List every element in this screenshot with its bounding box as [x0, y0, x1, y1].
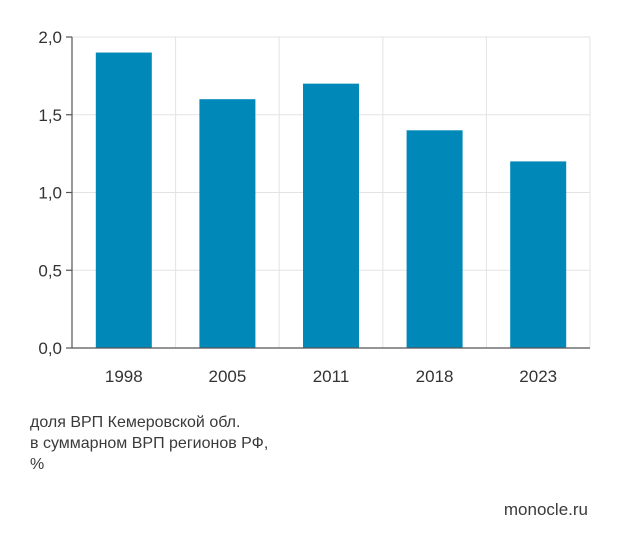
x-tick-label: 2011 [313, 367, 350, 386]
bar [95, 52, 152, 349]
x-tick-label: 2023 [519, 367, 557, 386]
x-tick-label: 2005 [208, 367, 246, 386]
caption-line-1: доля ВРП Кемеровской обл. [30, 414, 241, 431]
x-tick-label: 2018 [416, 367, 454, 386]
y-tick-labels: 0,0 0,5 1,0 1,5 2,0 [38, 28, 62, 358]
source-label: monocle.ru [503, 500, 588, 519]
bar [303, 83, 359, 349]
caption-line-3: % [30, 456, 45, 473]
y-tick-label: 0,0 [38, 339, 62, 358]
y-tick-label: 1,5 [38, 106, 62, 125]
bars [95, 52, 567, 349]
y-tick-label: 2,0 [38, 28, 62, 47]
y-tick-label: 1,0 [38, 184, 62, 203]
axes [66, 36, 590, 349]
bar-chart: 0,0 0,5 1,0 1,5 2,0 1998 2005 2011 2018 2023 [38, 28, 591, 386]
caption-line-2: в суммарном ВРП регионов РФ, [30, 435, 269, 452]
bar [510, 161, 567, 348]
y-tick-label: 0,5 [38, 261, 62, 280]
x-tick-label: 1998 [105, 367, 143, 386]
chart-caption: доля ВРП Кемеровской обл. в суммарном ВР… [30, 412, 268, 475]
bar [199, 99, 256, 348]
x-tick-labels: 1998 2005 2011 2018 2023 [105, 367, 557, 386]
bar [406, 130, 463, 348]
